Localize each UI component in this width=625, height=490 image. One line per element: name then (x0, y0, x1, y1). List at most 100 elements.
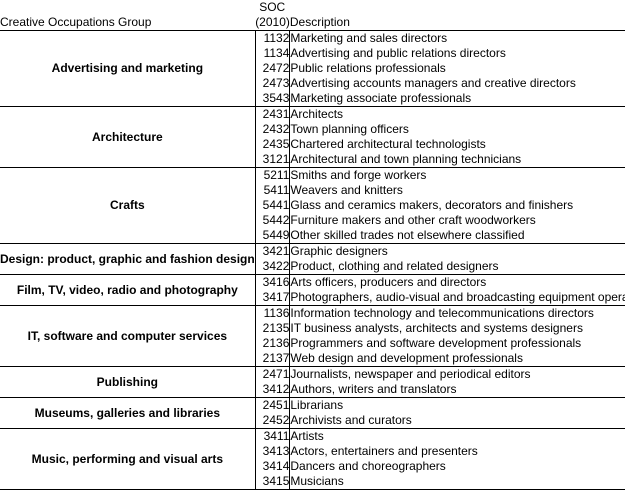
table-row: Film, TV, video, radio and photography 34… (0, 274, 625, 306)
table-row: 3422 Product, clothing and related design… (0, 259, 625, 275)
soc-code-cell: 3422 (255, 259, 291, 275)
soc-code-cell: 3413 (255, 444, 291, 459)
soc-code-cell: 2473 (255, 76, 291, 91)
table-row: 2135 IT business analysts, architects and… (0, 321, 625, 336)
soc-code-cell: 3417 (255, 290, 291, 306)
header-soc-line1: SOC (259, 0, 286, 14)
table-row: 5411 Weavers and knitters (0, 183, 625, 198)
soc-code-cell: 2432 (255, 122, 291, 137)
description-cell: Marketing associate professionals (289, 91, 625, 107)
table-row: Architecture 2431 Architects (0, 106, 625, 168)
soc-code-cell: 3416 (255, 274, 291, 290)
soc-code-cell: 2435 (255, 137, 291, 152)
group-name-cell: Publishing (0, 366, 256, 398)
description-cell: Advertising accounts managers and creati… (290, 76, 576, 90)
table-row: 3121 Architectural and town planning tech… (0, 152, 625, 168)
description-cell: Information technology and telecommunica… (290, 306, 594, 320)
table-row: Publishing 2471 Journalists, newspaper and… (0, 366, 625, 398)
description-cell: Product, clothing and related designers (289, 259, 625, 275)
table-row: 2473 Advertising accounts managers and cr… (0, 76, 625, 91)
description-cell: Musicians (289, 474, 625, 490)
table-row: 2452 Archivists and curators (0, 413, 625, 429)
group-name-cell: Film, TV, video, radio and photography (0, 274, 256, 306)
description-cell: Artists (290, 429, 324, 443)
description-cell: Dancers and choreographers (290, 459, 446, 473)
table-row: 2472 Public relations professionals (0, 61, 625, 76)
soc-code-cell: 5411 (255, 183, 291, 198)
soc-code-cell: 5441 (255, 198, 291, 213)
soc-code-cell: 3414 (255, 459, 291, 474)
soc-code-cell: 2431 (255, 106, 291, 122)
header-description: Description (289, 0, 625, 31)
table-row: Advertising and marketing 1132 Marketing a… (0, 30, 625, 107)
soc-code-cell: 3421 (255, 243, 291, 259)
group-name-cell: Design: product, graphic and fashion des… (0, 243, 256, 275)
soc-code-cell: 2472 (255, 61, 291, 76)
soc-code-cell: 3412 (255, 382, 291, 398)
table-row: 3543 Marketing associate professionals (0, 91, 625, 107)
header-soc: SOC (2010) (255, 0, 290, 31)
table-row: 2432 Town planning officers (0, 122, 625, 137)
soc-code-cell: 3411 (255, 428, 291, 444)
description-cell: Smiths and forge workers (290, 168, 427, 182)
soc-code-cell: 2451 (255, 397, 291, 413)
description-cell: Actors, entertainers and presenters (290, 444, 478, 458)
description-cell: Architects (290, 107, 344, 121)
soc-code-cell: 2471 (255, 366, 291, 382)
header-group: Creative Occupations Group (0, 0, 256, 31)
description-cell: Furniture makers and other craft woodwor… (290, 213, 536, 227)
table-row: 1134 Advertising and public relations dir… (0, 46, 625, 61)
description-cell: Architectural and town planning technici… (289, 152, 625, 168)
description-cell: Photographers, audio-visual and broadcas… (289, 290, 625, 306)
soc-code-cell: 2137 (255, 351, 291, 367)
table-row: 2137 Web design and development professio… (0, 351, 625, 367)
table-row: 5441 Glass and ceramics makers, decorator… (0, 198, 625, 213)
group-name-cell: Crafts (0, 167, 256, 244)
soc-code-cell: 2135 (255, 321, 291, 336)
description-cell: Advertising and public relations directo… (290, 46, 506, 60)
table-body: Advertising and marketing 1132 Marketing a… (0, 30, 625, 490)
table-row: 3412 Authors, writers and translators (0, 382, 625, 398)
description-cell: Librarians (290, 398, 344, 412)
group-name-cell: Museums, galleries and libraries (0, 397, 256, 429)
description-cell: Journalists, newspaper and periodical ed… (290, 367, 531, 381)
header-soc-line2: (2010) (255, 15, 290, 29)
description-cell: Glass and ceramics makers, decorators an… (290, 198, 574, 212)
description-cell: Authors, writers and translators (289, 382, 625, 398)
description-cell: Web design and development professionals (289, 351, 625, 367)
description-cell: Chartered architectural technologists (290, 137, 486, 151)
description-cell: Weavers and knitters (290, 183, 403, 197)
description-cell: Other skilled trades not elsewhere class… (289, 228, 625, 244)
header-row: Creative Occupations Group SOC (2010) De… (0, 0, 625, 31)
description-cell: Archivists and curators (289, 413, 625, 429)
table-row: 2136 Programmers and software development… (0, 336, 625, 351)
table-row: Crafts 5211 Smiths and forge workers (0, 167, 625, 244)
table-row: 3417 Photographers, audio-visual and broa… (0, 290, 625, 306)
soc-code-cell: 2452 (255, 413, 291, 429)
description-cell: Graphic designers (290, 244, 388, 258)
description-cell: Programmers and software development pro… (290, 336, 582, 350)
table-row: 5449 Other skilled trades not elsewhere c… (0, 228, 625, 244)
group-name-cell: Architecture (0, 106, 256, 168)
soc-code-cell: 5442 (255, 213, 291, 228)
table-row: Design: product, graphic and fashion des… (0, 243, 625, 275)
table-row: IT, software and computer services 1136 In… (0, 305, 625, 367)
soc-code-cell: 3543 (255, 91, 291, 107)
table-row: Museums, galleries and libraries 2451 Libr… (0, 397, 625, 429)
soc-code-cell: 5449 (255, 228, 291, 244)
description-cell: Public relations professionals (290, 61, 446, 75)
group-name-cell: Advertising and marketing (0, 30, 256, 107)
table-row: 5442 Furniture makers and other craft woo… (0, 213, 625, 228)
group-name-cell: Music, performing and visual arts (0, 428, 256, 490)
description-cell: Arts officers, producers and directors (290, 275, 487, 289)
description-cell: Marketing and sales directors (290, 31, 448, 45)
soc-code-cell: 5211 (255, 167, 291, 183)
soc-code-cell: 1136 (255, 305, 291, 321)
soc-code-cell: 1132 (255, 30, 291, 46)
table-row: Music, performing and visual arts 3411 Art… (0, 428, 625, 490)
table-row: 2435 Chartered architectural technologist… (0, 137, 625, 152)
description-cell: IT business analysts, architects and sys… (290, 321, 583, 335)
table-row: 3413 Actors, entertainers and presenters (0, 444, 625, 459)
soc-code-cell: 2136 (255, 336, 291, 351)
